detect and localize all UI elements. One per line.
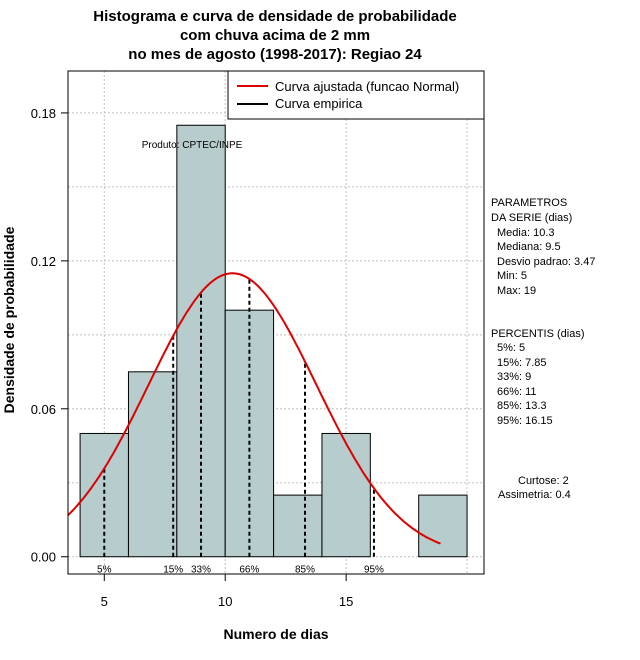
param-median: Mediana: 9.5	[497, 241, 561, 253]
histogram-bar	[273, 494, 323, 558]
x-axis-title: Numero de dias	[223, 626, 328, 642]
param-mean: Media: 10.3	[497, 227, 554, 239]
histogram-bar	[321, 432, 371, 558]
histogram-bar	[127, 371, 178, 558]
histogram-bar	[79, 432, 129, 558]
percentile-markers: 5% 15% 33% 66% 85% 95%	[97, 278, 384, 576]
x-tick-label: 10	[218, 594, 232, 609]
percentile-label: 15%	[163, 565, 183, 576]
skewness: Assimetria: 0.4	[498, 489, 571, 501]
credit-label: Produto: CPTEC/INPE	[142, 140, 243, 151]
y-tick-label: 0.18	[31, 106, 56, 121]
pctl-5: 5%: 5	[497, 342, 525, 354]
legend-label-empirical: Curva empirica	[275, 96, 363, 111]
param-max: Max: 19	[497, 285, 536, 297]
percentile-label: 85%	[295, 565, 315, 576]
x-tick-label: 15	[339, 594, 353, 609]
y-tick-label: 0.00	[31, 550, 56, 565]
legend-label-fit: Curva ajustada (funcao Normal)	[275, 79, 459, 94]
y-axis-title: Densidade de probabilidade	[1, 226, 17, 413]
stats-panel: PARAMETROS DA SERIE (dias) Media: 10.3 M…	[491, 197, 595, 501]
pctl-95: 95%: 16.15	[497, 415, 553, 427]
y-tick-label: 0.12	[31, 254, 56, 269]
parameters-block: PARAMETROS DA SERIE (dias) Media: 10.3 M…	[491, 197, 595, 297]
pctl-85: 85%: 13.3	[497, 400, 547, 412]
chart-title: Histograma e curva de densidade de proba…	[93, 8, 456, 63]
pctl-heading: PERCENTIS (dias)	[491, 328, 585, 340]
param-sd: Desvio padrao: 3.47	[497, 256, 595, 268]
x-tick-label: 5	[101, 594, 108, 609]
title-line-2: com chuva acima de 2 mm	[180, 27, 370, 44]
percentiles-block: PERCENTIS (dias) 5%: 5 15%: 7.85 33%: 9 …	[491, 328, 585, 427]
legend: Curva ajustada (funcao Normal) Curva emp…	[227, 70, 485, 120]
title-line-3: no mes de agosto (1998-2017): Regiao 24	[128, 46, 422, 63]
normal-fit-curve	[67, 272, 441, 545]
percentile-label: 95%	[364, 565, 384, 576]
x-axis-tick-labels: 5 10 15	[101, 594, 354, 609]
y-axis-tick-labels: 0.00 0.06 0.12 0.18	[31, 106, 56, 565]
param-heading-2: DA SERIE (dias)	[491, 212, 572, 224]
kurtosis: Curtose: 2	[518, 475, 569, 487]
param-heading-1: PARAMETROS	[491, 197, 567, 209]
param-min: Min: 5	[497, 270, 527, 282]
title-line-1: Histograma e curva de densidade de proba…	[93, 8, 456, 25]
pctl-66: 66%: 11	[497, 386, 537, 398]
percentile-label: 5%	[97, 565, 112, 576]
histogram-bars	[79, 124, 468, 558]
percentile-label: 66%	[239, 565, 259, 576]
pctl-33: 33%: 9	[497, 371, 531, 383]
histogram-bar	[418, 494, 468, 558]
y-tick-label: 0.06	[31, 402, 56, 417]
shape-block: Curtose: 2 Assimetria: 0.4	[498, 475, 571, 501]
legend-box	[227, 70, 485, 120]
percentile-label: 33%	[191, 565, 211, 576]
axes	[61, 112, 347, 581]
pctl-15: 15%: 7.85	[497, 357, 547, 369]
